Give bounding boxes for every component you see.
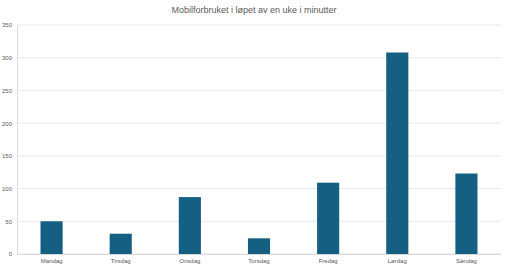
y-tick-label: 350 — [2, 22, 13, 28]
y-tick: 100 — [2, 186, 17, 192]
y-tick: 350 — [2, 22, 17, 28]
x-tick: Søndag — [456, 254, 477, 264]
x-tick-label: Mandag — [41, 258, 63, 264]
bar — [110, 234, 132, 254]
y-axis: 0 50 100 150 200 250 300 350 — [2, 22, 18, 257]
plot: 0 50 100 150 200 250 300 350 Mandag Tirsdag Onsdag… — [2, 22, 502, 264]
x-tick: Onsdag — [179, 254, 200, 264]
chart: 0 50 100 150 200 250 300 350 Mandag Tirsdag Onsdag… — [0, 0, 508, 268]
x-tick-label: Fredag — [319, 258, 338, 264]
grid-line — [17, 57, 501, 58]
x-tick-label: Torsdag — [248, 258, 269, 264]
x-tick-label: Lørdag — [388, 258, 407, 264]
title: Mobilforbruket i løpet av en uke i minut… — [171, 5, 336, 15]
x-axis-line — [18, 254, 502, 255]
x-axis: Mandag Tirsdag Onsdag Torsdag Fredag Lørdag Sø… — [18, 254, 502, 264]
y-axis-line — [17, 26, 18, 255]
bar — [386, 52, 408, 254]
grid — [17, 25, 501, 254]
grid-line — [17, 123, 501, 124]
grid-line — [17, 90, 501, 91]
y-tick-label: 200 — [2, 121, 13, 127]
x-tick: Fredag — [319, 254, 338, 264]
bars — [41, 52, 478, 254]
grid-line — [17, 155, 501, 156]
bar — [317, 183, 339, 254]
y-tick-label: 50 — [5, 219, 12, 225]
y-tick: 0 — [9, 251, 17, 257]
x-tick-label: Tirsdag — [111, 258, 131, 264]
bar — [455, 174, 477, 254]
y-tick-label: 150 — [2, 153, 13, 159]
x-tick: Lørdag — [388, 254, 407, 264]
bar — [248, 238, 270, 254]
grid-line — [17, 221, 501, 222]
y-tick: 250 — [2, 88, 17, 94]
x-tick: Tirsdag — [111, 254, 131, 264]
x-tick: Torsdag — [248, 254, 269, 264]
y-tick: 300 — [2, 55, 17, 61]
x-tick-label: Onsdag — [179, 258, 200, 264]
x-tick: Mandag — [41, 254, 63, 264]
y-tick-label: 250 — [2, 88, 13, 94]
grid-line — [17, 188, 501, 189]
y-tick: 50 — [5, 219, 17, 225]
y-tick-label: 0 — [9, 251, 13, 257]
y-tick-label: 300 — [2, 55, 13, 61]
y-tick: 200 — [2, 121, 17, 127]
y-tick: 150 — [2, 153, 17, 159]
bar — [41, 221, 63, 254]
grid-line — [17, 25, 501, 26]
y-tick-label: 100 — [2, 186, 13, 192]
x-tick-label: Søndag — [456, 258, 477, 264]
bar — [179, 197, 201, 254]
